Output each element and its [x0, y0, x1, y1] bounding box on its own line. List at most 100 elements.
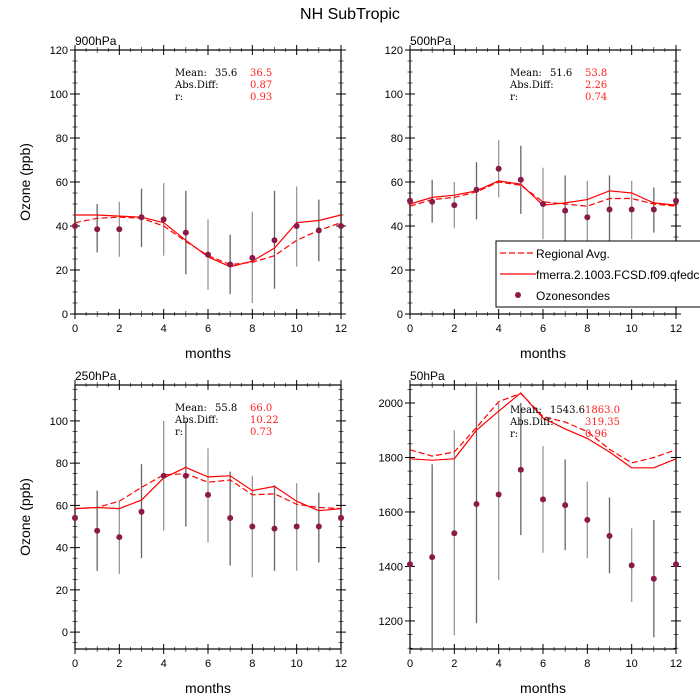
stat-label: r:	[175, 92, 183, 103]
x-tick-label: 4	[161, 323, 167, 335]
legend-marker	[515, 292, 521, 298]
y-tick-label: 40	[56, 543, 68, 555]
x-tick-label: 10	[626, 658, 638, 670]
model-line	[74, 466, 342, 512]
stats-block: Mean: 51.6 53.8 Abs.Diff: 2.26 r: 0.74	[509, 68, 607, 103]
y-tick-label: 80	[391, 133, 403, 145]
legend-entry-obs: Ozonesondes	[536, 289, 610, 303]
ozonesonde-point	[495, 165, 502, 172]
y-axis-label: Ozone (ppb)	[17, 143, 33, 221]
x-axis-label: months	[185, 680, 231, 696]
ozonesonde-point	[249, 254, 256, 261]
ozonesonde-point	[72, 515, 78, 522]
stats-block: Mean: 35.6 36.5 Abs.Diff: 0.87 r: 0.93	[174, 68, 272, 103]
stat-obs-value: 55.8	[215, 403, 237, 414]
ozonesonde-point	[495, 491, 502, 498]
ozonesonde-point	[249, 523, 256, 530]
ozonesonde-point	[116, 534, 123, 541]
ozonesonde-point	[205, 251, 211, 258]
ozonesonde-point	[673, 561, 679, 568]
ozonesonde-point	[628, 206, 635, 213]
x-axis-label: months	[185, 345, 231, 361]
y-tick-label: 80	[56, 458, 68, 470]
x-tick-label: 8	[249, 323, 255, 335]
y-tick-label: 60	[56, 500, 68, 512]
ozonesonde-point	[451, 530, 458, 537]
x-tick-label: 0	[407, 658, 413, 670]
ozonesonde-point	[138, 214, 145, 221]
stat-model-value: 2.26	[585, 80, 607, 91]
panel-500hPa: 0 2 4 6 8 10 12020406080100120500hPamonthsMean…	[385, 34, 682, 361]
ozonesonde-point	[606, 206, 613, 213]
y-tick-label: 20	[56, 265, 68, 277]
panel-title: 900hPa	[75, 34, 117, 48]
x-tick-label: 8	[584, 323, 590, 335]
ozonesonde-point	[271, 525, 278, 532]
stat-model-value: 53.8	[585, 68, 607, 79]
ozonesonde-point	[451, 202, 458, 209]
ozonesonde-point	[293, 223, 300, 229]
regional-avg-line	[409, 392, 677, 464]
ozonesonde-point	[407, 197, 413, 204]
ozonesonde-point	[205, 491, 211, 498]
y-tick-label: 0	[397, 309, 403, 321]
legend-box	[495, 240, 700, 308]
legend-entry-model: fmerra.2.1003.FCSD.f09.qfedcmip	[536, 268, 700, 282]
ozonesonde-point	[182, 472, 189, 479]
x-tick-label: 12	[670, 323, 682, 335]
x-tick-label: 2	[451, 323, 457, 335]
stat-model-value: 0.87	[250, 80, 272, 91]
ozonesonde-point	[227, 261, 234, 268]
ozonesonde-point	[628, 562, 635, 569]
x-tick-label: 6	[205, 323, 211, 335]
y-tick-label: 100	[50, 416, 68, 428]
ozonesonde-point	[429, 198, 436, 205]
y-tick-label: 1800	[379, 452, 403, 464]
ozonesonde-point	[407, 561, 413, 568]
stat-obs-value: 1543.6	[550, 405, 585, 416]
ozonesonde-point	[517, 176, 524, 183]
y-tick-label: 1600	[379, 507, 403, 519]
x-tick-label: 4	[161, 658, 167, 670]
ozonesonde-point	[584, 214, 591, 221]
stat-label: Abs.Diff:	[174, 80, 219, 91]
ozonesonde-point	[338, 515, 344, 522]
ozonesonde-point	[315, 523, 322, 530]
y-tick-label: 20	[391, 265, 403, 277]
figure-title: NH SubTropic	[300, 6, 400, 23]
y-tick-label: 2000	[379, 398, 403, 410]
y-tick-label: 0	[62, 309, 68, 321]
stats-block: Mean: 55.8 66.0 Abs.Diff: 10.22 r: 0.73	[174, 403, 279, 438]
y-tick-label: 20	[56, 585, 68, 597]
panel-title: 50hPa	[410, 369, 445, 383]
y-tick-label: 120	[50, 45, 68, 57]
x-tick-label: 6	[540, 658, 546, 670]
stat-model-value: 10.22	[250, 415, 279, 426]
x-tick-label: 10	[291, 658, 303, 670]
y-tick-label: 80	[56, 133, 68, 145]
panel-900hPa: 0 2 4 6 8 10 12020406080100120900hPamonthsOzon…	[17, 34, 347, 361]
x-tick-label: 4	[496, 323, 502, 335]
ozonesonde-point	[72, 223, 78, 229]
stat-label: Abs.Diff:	[509, 417, 554, 428]
ozonesonde-point	[160, 472, 167, 479]
panel-title: 500hPa	[410, 34, 452, 48]
x-tick-label: 12	[335, 323, 347, 335]
stat-obs-value: 51.6	[550, 68, 572, 79]
y-tick-label: 40	[391, 221, 403, 233]
x-tick-label: 2	[116, 323, 122, 335]
regional-avg-line	[409, 181, 677, 207]
ozonesonde-point	[606, 532, 613, 539]
ozonesonde-point	[94, 226, 101, 233]
x-tick-label: 10	[626, 323, 638, 335]
y-tick-label: 0	[62, 627, 68, 639]
x-tick-label: 0	[407, 323, 413, 335]
x-axis-label: months	[520, 345, 566, 361]
x-tick-label: 4	[496, 658, 502, 670]
stat-model-value: 0.74	[585, 92, 607, 103]
x-tick-label: 2	[451, 658, 457, 670]
stat-label: r:	[175, 427, 183, 438]
x-axis-label: months	[520, 680, 566, 696]
ozonesonde-point	[94, 527, 101, 534]
panel-250hPa: 0 2 4 6 8 10 12 0 20 40 60 80 100 250hPa months Ozone (…	[17, 369, 347, 696]
